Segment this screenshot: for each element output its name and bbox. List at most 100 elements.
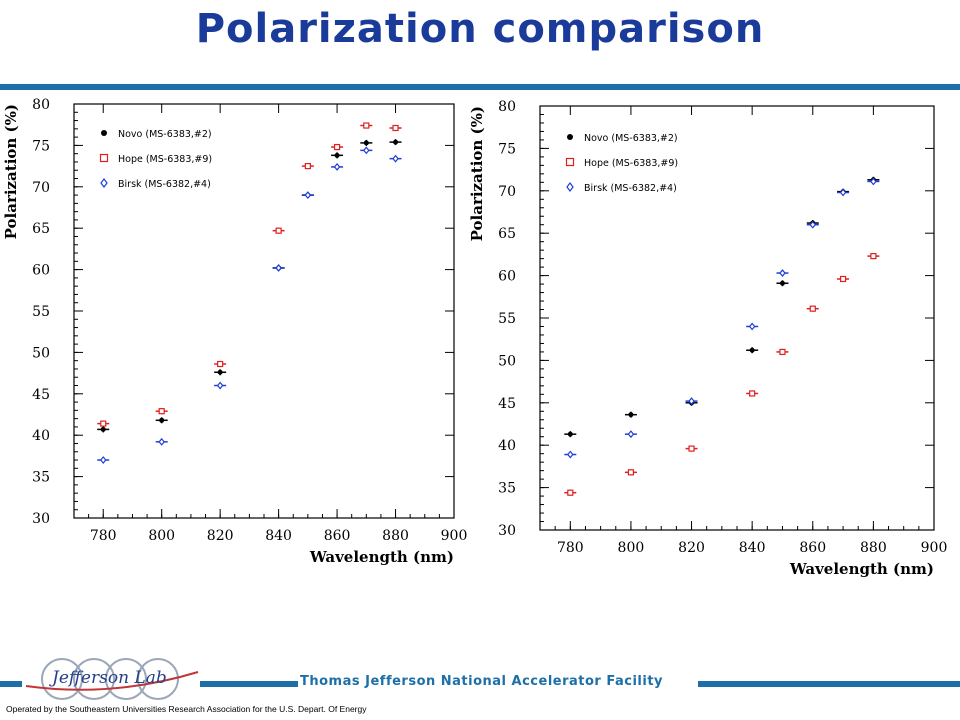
left-point-filled-circle (360, 139, 373, 146)
left-x-tick-label: 800 (148, 528, 175, 544)
lab-name: Thomas Jefferson National Accelerator Fa… (300, 674, 664, 689)
right-legend-item: Birsk (MS-6382,#4) (566, 182, 677, 194)
right-legend-item: Hope (MS-6383,#9) (565, 157, 678, 169)
left-point-open-diamond (389, 154, 402, 163)
footer-rule-mid (200, 681, 298, 687)
left-x-tick-label: 820 (207, 528, 234, 544)
footer-rule-right (698, 681, 960, 687)
right-point-filled-circle (624, 411, 637, 418)
left-point-open-diamond (155, 437, 168, 446)
right-point-open-square (685, 445, 698, 452)
right-point-open-square (806, 305, 819, 312)
left-y-tick-label: 45 (32, 387, 50, 403)
title-rule (0, 84, 960, 90)
left-plot-frame (73, 103, 455, 519)
right-y-tick-label: 75 (498, 141, 516, 157)
left-chart: 780 800 820 840 860 880 900 30 35 40 45 50 55 60 65 70 7… (0, 92, 470, 572)
right-y-tick-label: 45 (498, 396, 516, 412)
left-point-open-diamond (272, 264, 285, 272)
left-y-tick-label: 35 (32, 470, 50, 486)
left-x-axis-label: Wavelength (nm) (309, 548, 454, 566)
left-x-tick-label: 860 (324, 528, 351, 544)
left-point-filled-circle (97, 426, 110, 433)
left-y-tick-label: 60 (32, 263, 50, 279)
left-x-tick-label: 780 (90, 528, 117, 544)
left-y-tick-label: 55 (32, 304, 50, 320)
page-title: Polarization comparison (195, 6, 765, 52)
right-y-tick-label: 70 (498, 184, 516, 200)
right-x-tick-label: 880 (860, 540, 887, 556)
left-point-open-square (360, 122, 373, 129)
logo-text: Jefferson Lab (52, 668, 167, 688)
left-legend-label: Hope (MS-6383,#9) (118, 154, 212, 165)
right-y-tick-label: 35 (498, 481, 516, 497)
left-x-tick-label: 840 (265, 528, 292, 544)
left-y-tick-label: 40 (32, 428, 50, 444)
right-plot-frame (539, 105, 935, 531)
left-x-tick-label: 880 (382, 528, 409, 544)
right-point-filled-circle (564, 431, 577, 438)
right-legend-label: Hope (MS-6383,#9) (584, 158, 678, 169)
right-y-tick-label: 65 (498, 226, 516, 242)
left-point-open-diamond (331, 162, 344, 171)
left-point-open-diamond (214, 381, 227, 390)
right-point-open-square (837, 275, 850, 283)
right-point-filled-circle (746, 347, 759, 354)
right-point-open-diamond (746, 322, 759, 331)
right-y-tick-label: 40 (498, 438, 516, 454)
right-x-tick-label: 840 (739, 540, 766, 556)
left-point-open-diamond (97, 456, 110, 464)
left-point-open-diamond (360, 146, 373, 155)
left-y-tick-label: 65 (32, 221, 50, 237)
left-x-tick-label: 900 (441, 528, 468, 544)
left-y-tick-label: 75 (32, 138, 50, 154)
right-point-open-diamond (624, 430, 637, 439)
right-x-tick-label: 820 (678, 540, 705, 556)
right-point-open-diamond (776, 269, 789, 277)
right-point-open-square (746, 390, 759, 397)
right-legend-item: Novo (MS-6383,#2) (567, 133, 678, 144)
left-point-open-square (389, 124, 402, 132)
right-point-open-diamond (564, 450, 577, 459)
right-point-open-square (867, 252, 880, 260)
left-y-tick-label: 80 (32, 97, 50, 113)
left-point-open-square (97, 420, 110, 427)
right-point-open-square (624, 469, 637, 476)
left-legend-item: Novo (MS-6383,#2) (101, 129, 212, 140)
right-x-tick-label: 860 (799, 540, 826, 556)
left-chart-svg: 780 800 820 840 860 880 900 30 35 40 45 50 55 60 65 70 7… (2, 97, 468, 566)
right-x-axis-label: Wavelength (nm) (789, 560, 934, 578)
right-y-tick-label: 50 (498, 353, 516, 369)
right-y-tick-label: 60 (498, 269, 516, 285)
right-x-tick-label: 900 (921, 540, 948, 556)
left-y-tick-label: 50 (32, 345, 50, 361)
right-y-tick-label: 55 (498, 311, 516, 327)
right-y-axis-label: Polarization (%) (468, 106, 486, 241)
left-y-tick-label: 70 (32, 180, 50, 196)
right-point-open-diamond (806, 220, 819, 229)
left-point-open-square (331, 143, 344, 151)
left-y-axis-label: Polarization (%) (2, 104, 20, 239)
left-point-open-diamond (301, 191, 314, 200)
left-point-filled-circle (389, 139, 402, 146)
left-y-tick-label: 30 (32, 511, 50, 527)
right-x-tick-label: 780 (557, 540, 584, 556)
left-point-filled-circle (155, 417, 168, 424)
right-point-open-diamond (867, 177, 880, 186)
right-chart-svg: 780 800 820 840 860 880 900 30 35 40 45 50 55 60 65 70 7… (468, 99, 948, 578)
right-point-open-diamond (685, 397, 698, 406)
right-legend-label: Birsk (MS-6382,#4) (584, 183, 677, 194)
left-point-open-square (301, 162, 314, 170)
right-chart: 780 800 820 840 860 880 900 30 35 40 45 50 55 60 65 70 7… (462, 92, 952, 582)
right-point-open-square (564, 489, 577, 496)
right-point-filled-circle (776, 280, 789, 287)
left-point-open-square (214, 360, 227, 368)
left-legend-item: Hope (MS-6383,#9) (99, 153, 212, 165)
operated-by-text: Operated by the Southeastern Universitie… (6, 704, 367, 714)
jefferson-lab-logo: Jefferson Lab (22, 656, 202, 706)
left-legend-item: Birsk (MS-6382,#4) (100, 178, 211, 190)
right-x-tick-label: 800 (618, 540, 645, 556)
left-point-open-square (155, 408, 168, 415)
left-point-open-square (272, 227, 285, 234)
left-legend-label: Birsk (MS-6382,#4) (118, 179, 211, 190)
